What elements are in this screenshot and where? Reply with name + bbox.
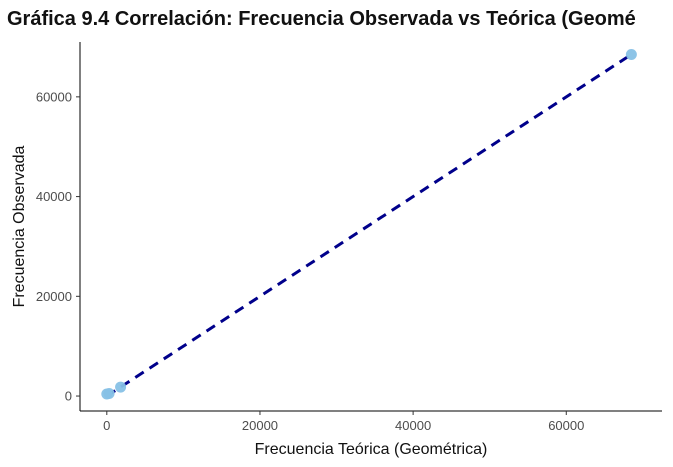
data-point xyxy=(625,48,637,60)
points-group xyxy=(101,48,637,400)
x-tick-label: 60000 xyxy=(548,418,584,433)
x-tick-label: 20000 xyxy=(242,418,278,433)
y-ticks: 0 20000 40000 60000 xyxy=(36,89,80,404)
fit-line-group xyxy=(105,53,633,398)
x-ticks: 0 20000 40000 60000 xyxy=(103,411,584,433)
axes xyxy=(79,42,662,412)
chart-title: Gráfica 9.4 Correlación: Frecuencia Obse… xyxy=(7,8,636,30)
y-tick-label: 40000 xyxy=(36,189,72,204)
y-tick-label: 0 xyxy=(65,389,72,404)
x-axis-title: Frecuencia Teórica (Geométrica) xyxy=(255,441,488,458)
y-tick-label: 60000 xyxy=(36,89,72,104)
fit-line xyxy=(105,53,633,398)
x-tick-label: 0 xyxy=(103,418,110,433)
y-axis-title: Frecuencia Observada xyxy=(11,145,28,307)
x-tick-label: 40000 xyxy=(395,418,431,433)
y-tick-label: 20000 xyxy=(36,289,72,304)
data-point xyxy=(103,388,115,400)
data-point xyxy=(115,381,127,393)
